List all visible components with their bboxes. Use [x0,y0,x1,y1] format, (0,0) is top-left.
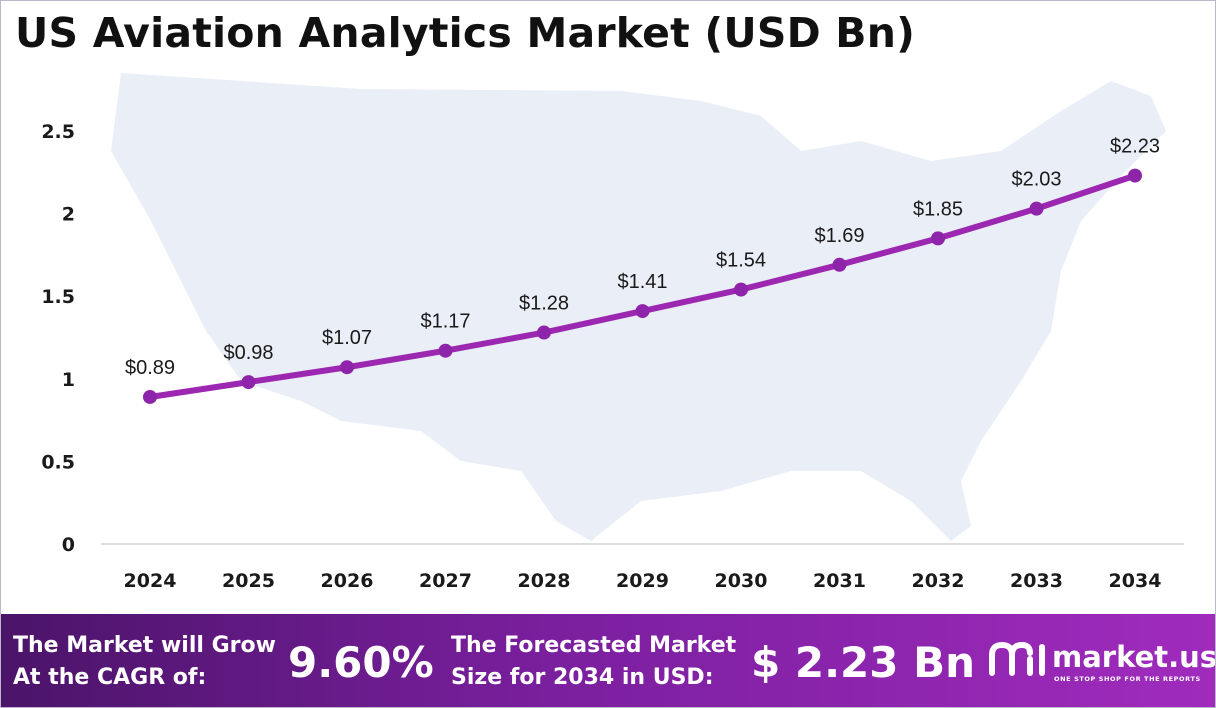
data-point [931,231,945,246]
data-label: $1.17 [420,311,470,333]
forecast-label-line1: The Forecasted Market [451,633,737,658]
data-point [241,375,256,390]
forecast-label: The Forecasted Market Size for 2034 in U… [451,630,736,694]
cagr-label-line1: The Market will Grow [13,633,276,658]
x-axis-ticks: 2024 2025 2026 2027 2028 2029 2030 2031 2032 2033… [124,570,1162,592]
x-tick-label: 2030 [715,570,768,592]
y-tick-label: 1.5 [41,286,75,308]
data-point [1128,168,1142,183]
y-tick-label: 0 [62,534,75,556]
data-label: $0.98 [223,342,273,364]
data-point [1029,201,1044,216]
cagr-value: 9.60% [288,638,434,687]
x-tick-label: 2028 [518,570,571,592]
x-tick-label: 2033 [1010,570,1063,592]
cagr-label: The Market will Grow At the CAGR of: [13,630,276,694]
x-tick-label: 2027 [419,570,472,592]
x-tick-label: 2031 [813,570,866,592]
x-tick-label: 2032 [912,570,965,592]
x-tick-label: 2034 [1109,570,1162,592]
y-tick-label: 0.5 [41,451,75,473]
data-point [734,282,748,297]
data-point [438,343,453,358]
x-tick-label: 2025 [222,570,275,592]
brand-name: market.us [1052,640,1216,674]
line-chart: 0 0.5 1 1.5 2 2.5 2024 2025 2026 2027 2028 2029 203… [41,73,1184,592]
cagr-label-line2: At the CAGR of: [13,665,207,690]
x-tick-label: 2024 [124,570,177,592]
y-tick-label: 2 [62,204,75,226]
data-label: $1.54 [716,250,766,272]
chart-title: US Aviation Analytics Market (USD Bn) [15,9,916,57]
data-point [832,257,847,272]
data-label: $1.07 [322,327,372,349]
data-label: $2.03 [1011,169,1061,191]
x-tick-label: 2029 [616,570,669,592]
y-tick-label: 2.5 [41,121,75,143]
summary-footer: The Market will Grow At the CAGR of: 9.6… [1,614,1216,707]
y-tick-label: 1 [62,369,75,391]
data-point [143,389,157,404]
data-labels: $0.89 $0.98 $1.07 $1.17 $1.28 $1.41 $1.54 $1.69… [125,136,1160,379]
data-point [635,304,650,319]
data-label: $0.89 [125,357,175,379]
data-label: $1.28 [519,293,569,315]
data-label: $2.23 [1110,136,1160,158]
y-axis-ticks: 0 0.5 1 1.5 2 2.5 [41,121,75,556]
data-point [537,325,551,340]
data-label: $1.85 [913,198,963,220]
market-us-logo-icon [989,641,1045,676]
series-markers [143,168,1142,404]
forecast-value: $ 2.23 Bn [751,638,976,687]
forecast-label-line2: Size for 2034 in USD: [451,665,714,690]
data-point [340,360,354,375]
x-tick-label: 2026 [321,570,374,592]
data-label: $1.69 [814,225,864,247]
data-label: $1.41 [617,271,667,293]
brand-tagline: ONE STOP SHOP FOR THE REPORTS [1054,675,1201,683]
